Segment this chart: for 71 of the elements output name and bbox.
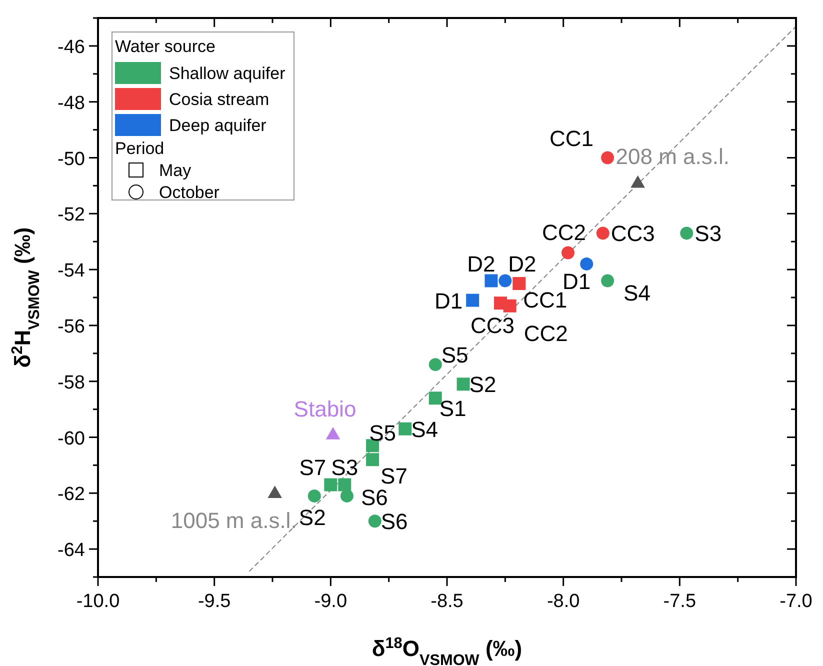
y-tick-label: -62 — [58, 484, 85, 506]
point — [340, 489, 354, 502]
annotation: S3 — [694, 221, 722, 246]
x-tick-label: -9.5 — [198, 591, 231, 612]
annotation: Stabio — [294, 396, 356, 422]
legend-label: Deep aquifer — [169, 116, 267, 135]
annotation: CC3 — [470, 313, 515, 338]
point — [601, 274, 614, 288]
point — [498, 274, 512, 288]
annotation: D2 — [467, 252, 496, 277]
x-tick-label: -8.5 — [430, 591, 464, 612]
point — [268, 486, 282, 498]
x-tick-label: -9.0 — [314, 591, 348, 612]
point — [324, 478, 338, 492]
point — [596, 226, 610, 240]
annotation: S2 — [298, 504, 326, 530]
annotation: S6 — [380, 509, 408, 534]
annotation: S3 — [331, 454, 358, 480]
point — [484, 274, 498, 288]
point — [338, 478, 352, 492]
point — [428, 392, 442, 405]
legend-label: Cosia stream — [169, 90, 270, 109]
y-tick-label: -46 — [58, 36, 85, 58]
annotation: D1 — [434, 288, 463, 314]
annotation: S5 — [369, 420, 396, 446]
annotation: S4 — [624, 280, 650, 306]
point — [366, 453, 380, 466]
y-tick-label: -58 — [58, 372, 85, 394]
annotation: October — [159, 183, 220, 202]
x-tick-label: -10.0 — [76, 591, 120, 612]
point — [630, 175, 645, 188]
annotation: May — [159, 161, 192, 180]
y-tick-label: -56 — [58, 316, 85, 338]
point — [308, 489, 321, 502]
point — [503, 299, 516, 312]
point — [456, 378, 470, 391]
x-tick-label: -8.0 — [546, 591, 580, 612]
annotation: S1 — [439, 396, 466, 422]
y-tick-label: -54 — [58, 260, 86, 282]
annotation: CC3 — [610, 221, 655, 246]
x-tick-label: -7.0 — [780, 591, 812, 612]
point — [512, 277, 526, 290]
point — [428, 358, 442, 372]
x-axis-title: δ$^{18}$O$_{VSMOW}$ (‰) — [372, 634, 522, 666]
point — [561, 246, 574, 260]
legend-title: Water source — [115, 37, 216, 56]
annotation: Period — [115, 139, 164, 158]
annotation: S5 — [441, 342, 468, 368]
y-tick-label: -48 — [58, 92, 85, 114]
point — [398, 422, 412, 436]
annotation: D2 — [508, 252, 536, 277]
point — [580, 257, 594, 270]
legend-label: Shallow aquifer — [169, 64, 286, 83]
annotation: S4 — [411, 416, 438, 442]
annotation: S2 — [469, 372, 496, 398]
point — [601, 151, 614, 164]
point — [466, 294, 480, 307]
y-tick-label: -60 — [58, 428, 85, 450]
annotation: CC2 — [542, 220, 586, 245]
point — [368, 514, 382, 528]
x-tick-label: -7.5 — [663, 591, 696, 612]
annotation: CC2 — [524, 320, 568, 346]
point — [680, 226, 694, 240]
annotation: S7 — [299, 454, 326, 480]
y-tick-label: -52 — [58, 204, 85, 226]
point — [326, 426, 340, 440]
annotation: CC1 — [550, 126, 594, 151]
y-tick-label: -64 — [58, 540, 86, 562]
annotation: 1005 m a.s.l. — [170, 508, 297, 534]
annotation: 208 m a.s.l. — [616, 144, 730, 169]
y-tick-label: -50 — [58, 148, 85, 170]
